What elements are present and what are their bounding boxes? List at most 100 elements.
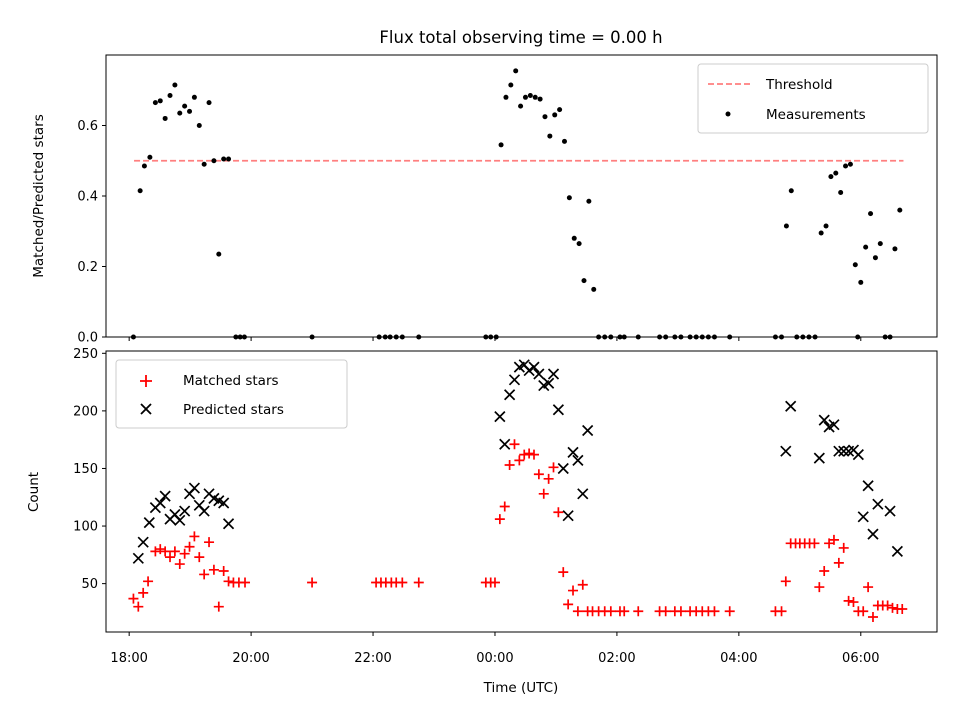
bottom-y-tick-label: 250: [73, 347, 98, 362]
predicted-point: [567, 446, 579, 458]
x-tick-label: 06:00: [842, 651, 879, 666]
matched-point: [504, 460, 515, 471]
matched-point: [223, 576, 234, 587]
matched-point: [133, 601, 144, 612]
measurement-point: [591, 286, 597, 292]
matched-point: [633, 606, 644, 617]
matched-point: [143, 576, 154, 587]
matched-point: [174, 559, 185, 570]
matched-point: [543, 473, 554, 484]
matched-legend-swatch: [140, 375, 152, 387]
predicted-point: [198, 505, 210, 517]
matched-point: [524, 448, 535, 459]
measurement-point: [843, 163, 849, 169]
predicted-point: [218, 497, 230, 509]
measurement-point: [527, 93, 533, 99]
matched-point: [397, 577, 408, 588]
predicted-point: [867, 528, 879, 540]
matched-point: [833, 557, 844, 568]
predicted-point: [838, 445, 850, 457]
legend-matched-label: Matched stars: [183, 373, 279, 389]
measurement-point: [508, 82, 514, 88]
matched-point: [413, 577, 424, 588]
matched-point: [558, 567, 569, 578]
measurement-point: [201, 161, 207, 167]
measurement-point: [196, 123, 202, 128]
measurement-point: [542, 114, 548, 120]
measurement-point: [581, 278, 587, 284]
matched-point: [838, 542, 849, 553]
measurement-point: [561, 138, 567, 144]
matched-point: [160, 546, 171, 557]
matched-point: [897, 603, 908, 614]
predicted-point: [818, 414, 830, 426]
predicted-point: [533, 368, 545, 380]
measurement-point: [788, 188, 794, 194]
matched-point: [184, 541, 195, 552]
measurement-point: [828, 174, 834, 180]
bottom-marks: [128, 359, 908, 623]
matched-point: [489, 577, 500, 588]
predicted-point: [547, 368, 560, 380]
measurement-point: [783, 223, 789, 229]
measurement-point: [586, 198, 592, 204]
predicted-point: [132, 552, 144, 564]
matched-point: [199, 569, 210, 580]
bottom-legend-box: [115, 359, 348, 429]
predicted-point: [552, 404, 564, 416]
matched-point: [848, 597, 859, 608]
predicted-point: [852, 449, 864, 461]
matched-point: [553, 507, 564, 518]
bottom-panel: 50 100 150 200 250 18:00 20:00 22:00 00:00 02:00…: [26, 347, 938, 696]
measurement-point: [503, 94, 509, 100]
measurement-point: [566, 195, 572, 201]
top-y-ticks: 0.0 0.2 0.4 0.6: [77, 119, 106, 346]
measurement-point: [498, 142, 504, 148]
predicted-point: [137, 536, 149, 548]
matched-point: [675, 606, 686, 617]
measurement-point: [537, 96, 543, 102]
legend-threshold-label: Threshold: [765, 77, 833, 93]
top-marks: [130, 68, 904, 340]
measurement-point: [892, 246, 898, 252]
matched-point: [572, 606, 583, 617]
matched-point: [605, 606, 616, 617]
measurement-point: [137, 188, 143, 194]
matched-point: [887, 602, 898, 613]
predicted-legend-swatch: [140, 403, 152, 415]
matched-point: [780, 576, 791, 587]
predicted-point: [582, 424, 594, 437]
measurement-point: [858, 279, 864, 285]
matched-point: [494, 514, 505, 525]
matched-point: [194, 552, 205, 563]
predicted-point: [159, 490, 171, 502]
predicted-point: [862, 480, 874, 492]
matched-point: [307, 577, 318, 588]
measurements-legend-swatch: [725, 111, 731, 117]
measurement-point: [552, 112, 558, 118]
predicted-point: [884, 505, 896, 517]
legend-predicted-label: Predicted stars: [183, 402, 284, 418]
measurement-point: [571, 235, 577, 241]
matched-point: [169, 546, 180, 557]
predicted-point: [499, 438, 511, 450]
matched-point: [577, 579, 588, 590]
predicted-point: [828, 419, 840, 431]
measurement-point: [182, 103, 188, 109]
predicted-point: [143, 516, 155, 529]
bottom-y-tick-label: 50: [81, 577, 98, 592]
predicted-point: [872, 498, 884, 510]
top-y-tick-label: 0.0: [77, 331, 98, 346]
matched-point: [533, 469, 544, 480]
predicted-point: [188, 482, 201, 494]
matched-point: [828, 534, 839, 545]
predicted-point: [508, 374, 521, 386]
x-tick-label: 20:00: [232, 651, 269, 666]
bottom-y-tick-label: 150: [73, 462, 98, 477]
matched-point: [819, 565, 830, 576]
measurement-point: [522, 94, 528, 100]
x-tick-label: 04:00: [720, 651, 757, 666]
matched-point: [189, 531, 200, 542]
measurement-point: [852, 262, 858, 268]
matched-point: [619, 606, 630, 617]
